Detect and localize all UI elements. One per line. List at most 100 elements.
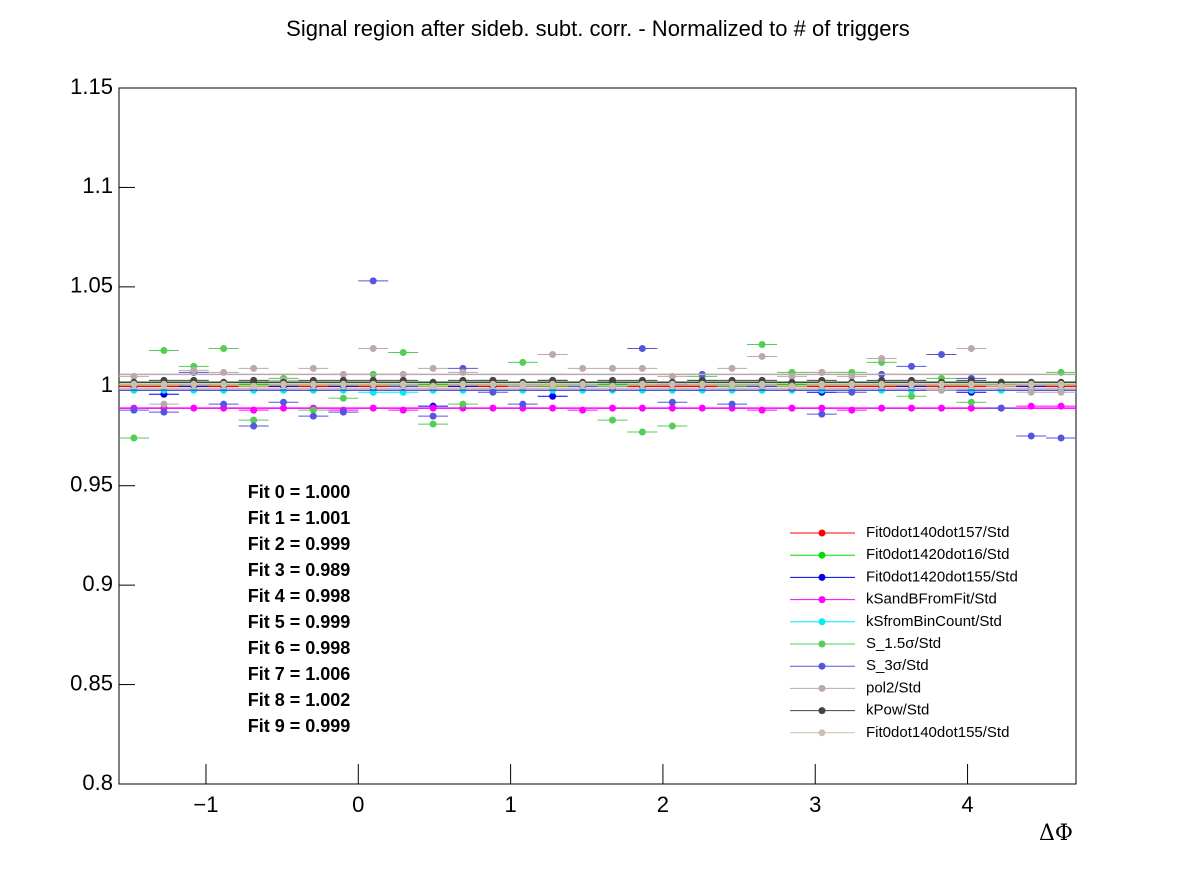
data-point <box>190 366 198 374</box>
data-point <box>250 422 258 430</box>
data-point <box>220 380 228 388</box>
data-point <box>399 380 407 388</box>
data-point <box>220 400 228 408</box>
y-tick-label: 1.05 <box>70 273 113 298</box>
fit-annotation: Fit 5 = 0.999 <box>248 612 351 632</box>
data-point <box>250 382 258 390</box>
data-point <box>638 428 646 436</box>
data-point <box>489 380 497 388</box>
data-point <box>160 380 168 388</box>
data-point <box>280 398 288 406</box>
legend-marker <box>818 596 826 604</box>
data-point <box>579 406 587 414</box>
data-point <box>429 404 437 412</box>
data-point <box>668 380 676 388</box>
data-point <box>1027 432 1035 440</box>
data-point <box>369 404 377 412</box>
data-point <box>668 404 676 412</box>
data-point <box>1057 434 1065 442</box>
data-point <box>758 380 766 388</box>
fit-annotation: Fit 0 = 1.000 <box>248 482 351 502</box>
fit-annotation: Fit 2 = 0.999 <box>248 534 351 554</box>
data-point <box>967 345 975 353</box>
legend-marker <box>818 529 826 537</box>
legend-label: S_3σ/Std <box>866 657 929 674</box>
data-point <box>938 350 946 358</box>
fit-annotation: Fit 9 = 0.999 <box>248 716 351 736</box>
data-point <box>698 380 706 388</box>
data-point <box>489 404 497 412</box>
legend-marker <box>818 662 826 670</box>
data-point <box>399 348 407 356</box>
data-point <box>399 370 407 378</box>
data-point <box>1057 402 1065 410</box>
data-point <box>758 341 766 349</box>
data-point <box>818 380 826 388</box>
fit-annotation: Fit 6 = 0.998 <box>248 638 351 658</box>
data-point <box>758 406 766 414</box>
data-point <box>907 362 915 370</box>
data-point <box>878 380 886 388</box>
data-point <box>519 400 527 408</box>
data-point <box>130 380 138 388</box>
data-point <box>1027 388 1035 396</box>
data-point <box>1057 380 1065 388</box>
y-tick-label: 0.9 <box>82 571 113 596</box>
data-point <box>549 404 557 412</box>
legend-marker <box>818 573 826 581</box>
data-point <box>220 345 228 353</box>
legend-label: Fit0dot140dot155/Std <box>866 724 1009 741</box>
data-point <box>818 368 826 376</box>
data-point <box>728 400 736 408</box>
data-point <box>818 410 826 418</box>
fit-annotation: Fit 4 = 0.998 <box>248 586 351 606</box>
data-point <box>609 404 617 412</box>
data-point <box>579 364 587 372</box>
data-point <box>728 364 736 372</box>
x-tick-label: 2 <box>657 792 669 817</box>
legend-marker <box>818 618 826 626</box>
data-point <box>878 404 886 412</box>
data-point <box>668 372 676 380</box>
data-point <box>190 404 198 412</box>
data-point <box>967 404 975 412</box>
data-point <box>997 382 1005 390</box>
data-point <box>369 380 377 388</box>
data-point <box>250 416 258 424</box>
data-point <box>130 406 138 414</box>
legend-marker <box>818 640 826 648</box>
legend-label: Fit0dot1420dot16/Std <box>866 546 1009 563</box>
legend-label: Fit0dot1420dot155/Std <box>866 568 1018 585</box>
data-point <box>369 277 377 285</box>
data-point <box>638 345 646 353</box>
legend-marker <box>818 707 826 715</box>
data-point <box>967 398 975 406</box>
data-point <box>429 382 437 390</box>
data-point <box>848 372 856 380</box>
legend-marker <box>818 684 826 692</box>
data-point <box>848 406 856 414</box>
data-point <box>220 368 228 376</box>
data-point <box>609 416 617 424</box>
data-point <box>1057 388 1065 396</box>
data-point <box>519 380 527 388</box>
data-point <box>788 372 796 380</box>
data-point <box>609 364 617 372</box>
data-point <box>429 364 437 372</box>
fit-annotation: Fit 3 = 0.989 <box>248 560 351 580</box>
data-point <box>160 400 168 408</box>
data-point <box>728 380 736 388</box>
data-point <box>609 376 617 384</box>
data-point <box>130 372 138 380</box>
data-point <box>280 404 288 412</box>
data-point <box>758 352 766 360</box>
data-point <box>339 408 347 416</box>
data-point <box>549 392 557 400</box>
data-point <box>938 380 946 388</box>
data-point <box>668 398 676 406</box>
data-point <box>399 406 407 414</box>
y-tick-label: 1 <box>101 372 113 397</box>
legend-label: kPow/Std <box>866 702 929 719</box>
data-point <box>339 394 347 402</box>
